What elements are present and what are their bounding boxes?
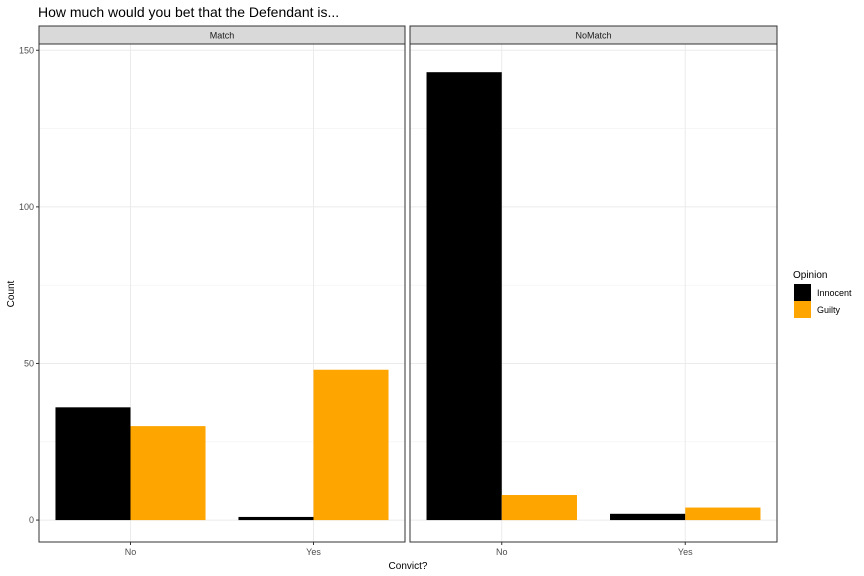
legend-label-guilty: Guilty	[817, 305, 841, 315]
legend-title: Opinion	[793, 270, 827, 281]
x-tick-label: Yes	[306, 547, 321, 557]
facet-strip-label: Match	[210, 31, 235, 41]
facet-panel-nomatch: NoMatch No Yes	[409, 25, 778, 557]
legend-key-innocent	[794, 284, 811, 301]
facet-panels: Match No Yes NoMatch No Yes	[38, 25, 778, 557]
bar-match-yes-guilty	[313, 369, 389, 521]
y-tick-label: 150	[19, 45, 34, 55]
x-tick-label: No	[125, 547, 137, 557]
x-tick-label: Yes	[678, 547, 693, 557]
y-axis: 0 50 100 150	[19, 45, 39, 525]
x-axis-title: Convict?	[389, 561, 428, 572]
facet-strip	[409, 25, 778, 45]
bar-nomatch-yes-guilty	[685, 507, 761, 521]
bar-match-no-innocent	[55, 407, 131, 521]
legend-label-innocent: Innocent	[817, 288, 852, 298]
y-tick-label: 0	[29, 515, 34, 525]
x-tick-label: No	[496, 547, 508, 557]
bar-nomatch-no-guilty	[501, 495, 577, 521]
y-tick-label: 50	[24, 358, 34, 368]
bar-match-no-guilty	[130, 426, 206, 521]
facet-strip	[38, 25, 406, 45]
chart-title: How much would you bet that the Defendan…	[38, 4, 339, 20]
bar-nomatch-yes-innocent	[610, 513, 686, 521]
y-axis-title: Count	[6, 280, 17, 307]
legend-key-guilty	[794, 301, 811, 318]
bar-match-yes-innocent	[238, 516, 314, 521]
facet-strip-label: NoMatch	[575, 31, 611, 41]
bar-nomatch-no-innocent	[426, 72, 502, 521]
legend: Opinion Innocent Guilty	[793, 270, 852, 318]
y-tick-label: 100	[19, 202, 34, 212]
facet-panel-match: Match No Yes	[38, 25, 406, 557]
